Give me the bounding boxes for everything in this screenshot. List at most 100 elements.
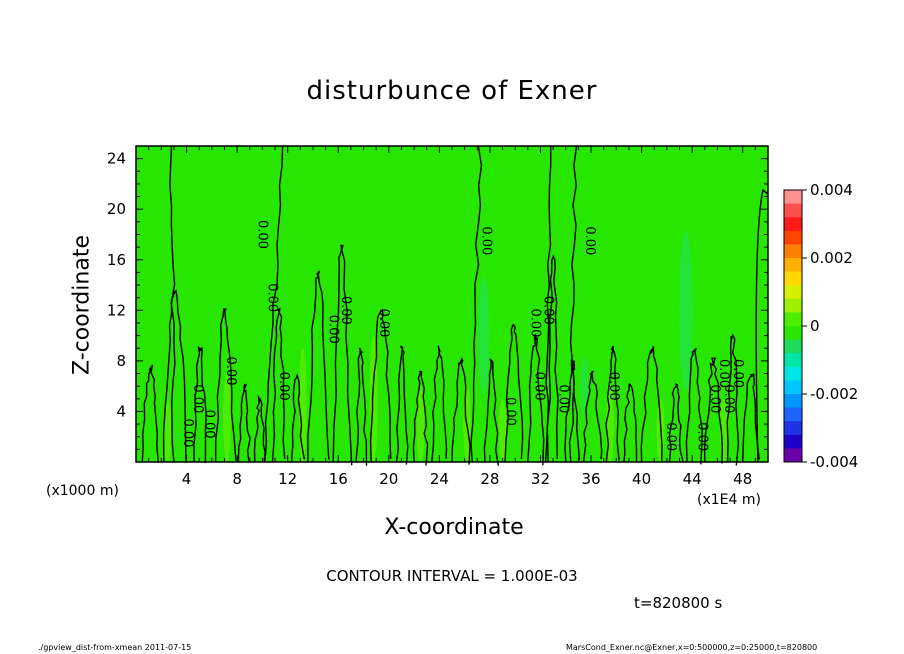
chart-title: disturbunce of Exner: [306, 76, 598, 106]
x-axis-label: X-coordinate: [384, 515, 524, 540]
colorbar-swatch: [784, 244, 802, 259]
contour-line: [605, 345, 620, 463]
contour-line: [307, 270, 330, 462]
y-tick-label: 16: [107, 251, 126, 269]
contour-line: [431, 345, 448, 463]
contour-label: 0.00: [180, 418, 195, 447]
colorbar-swatch: [784, 448, 802, 463]
contour-line: [483, 358, 500, 466]
contour-line: [395, 345, 409, 465]
contour-label: 0.00: [338, 296, 353, 325]
contour-layer: [141, 145, 769, 466]
contour-line: [703, 357, 724, 464]
field-streak: [416, 386, 425, 462]
x-tick-label: 12: [278, 470, 297, 488]
field-streak: [163, 398, 172, 462]
contour-label: 0.00: [540, 296, 555, 325]
contour-line: [169, 145, 176, 463]
contour-line: [504, 323, 524, 463]
contour-line: [640, 346, 663, 463]
field-layer: [136, 146, 768, 463]
colorbar-swatch: [784, 271, 802, 286]
colorbar-swatch: [784, 339, 802, 354]
contour-label: 0.00: [694, 422, 709, 451]
contour-label: 0.00: [325, 315, 340, 344]
field-streak: [223, 373, 232, 463]
contour-line: [568, 145, 578, 463]
y-tick-label: 12: [107, 301, 126, 319]
colorbar-swatch: [784, 326, 802, 341]
colorbar-swatch: [784, 421, 802, 436]
colorbar-swatch: [784, 298, 802, 313]
x-tick-label: 32: [531, 470, 550, 488]
contour-label-layer: 0.000.000.000.000.00 0.000.000.000.000.00…: [180, 220, 745, 451]
x-axis-multiplier: (x1E4 m): [697, 492, 761, 508]
colorbar-tick-label: 0.002: [810, 249, 853, 267]
contour-line: [623, 383, 638, 463]
contour-line: [544, 146, 552, 463]
colorbar-swatch: [784, 230, 802, 245]
field-streak: [298, 348, 307, 462]
contour-line: [412, 370, 429, 466]
colorbar-swatch: [784, 190, 802, 205]
x-tick-label: 28: [480, 470, 499, 488]
contour-label: 0.00: [582, 226, 597, 255]
contour-line: [527, 334, 545, 466]
contour-line: [290, 374, 305, 463]
colorbar-swatch: [784, 285, 802, 300]
contour-line: [253, 394, 266, 463]
contour-label: 0.00: [376, 308, 391, 337]
contour-label: 0.00: [265, 283, 280, 312]
contour-line: [582, 370, 603, 463]
colorbar-swatch: [784, 407, 802, 422]
y-tick-label: 4: [116, 402, 126, 420]
contour-line: [355, 347, 368, 466]
colorbar-swatch: [784, 217, 802, 232]
contour-label: 0.00: [502, 397, 517, 426]
field-negative-patch: [477, 275, 490, 396]
contour-label: 0.00: [190, 384, 205, 413]
colorbar-swatch: [784, 312, 802, 327]
colorbar-swatch: [784, 258, 802, 273]
colorbar-swatch: [784, 434, 802, 449]
colorbar: 0.004 0.002 0 -0.002 -0.004: [783, 181, 858, 471]
x-tick-label: 8: [232, 470, 242, 488]
contour-label: 0.00: [707, 384, 722, 413]
field-negative-patch: [580, 356, 589, 417]
contour-line: [264, 145, 284, 463]
colorbar-swatch: [784, 353, 802, 368]
x-tick-label: 44: [683, 470, 702, 488]
contour-label: 0.00: [223, 357, 238, 386]
contour-line: [470, 145, 483, 463]
contour-line: [214, 308, 237, 463]
contour-label: 0.00: [555, 384, 570, 413]
contour-line: [742, 373, 760, 463]
colorbar-tick-label: 0.004: [810, 181, 853, 199]
y-tick-label: 24: [107, 150, 126, 168]
x-tick-label: 4: [182, 470, 192, 488]
contour-line: [271, 307, 286, 463]
x-tick-label: 36: [581, 470, 600, 488]
time-label: t=820800 s: [634, 594, 723, 612]
contour-label: 0.00: [730, 359, 745, 388]
contour-label: 0.00: [255, 220, 270, 249]
contour-line: [546, 254, 559, 463]
contour-interval-label: CONTOUR INTERVAL = 1.000E-03: [326, 567, 578, 585]
colorbar-tick-label: -0.004: [810, 453, 858, 471]
x-tick-label: 24: [430, 470, 449, 488]
colorbar-tick-label: 0: [810, 317, 820, 335]
contour-line: [668, 382, 684, 463]
contour-label: 0.00: [716, 359, 731, 388]
contour-line: [332, 244, 353, 466]
contour-label: 0.00: [606, 372, 621, 401]
contour-line: [237, 383, 251, 463]
field-streak: [498, 398, 507, 462]
contour-line: [726, 333, 740, 466]
contour-label: 0.00: [478, 226, 493, 255]
colorbar-swatch: [784, 366, 802, 381]
contour-line: [755, 189, 769, 463]
x-tick-label: 20: [379, 470, 398, 488]
contour-line: [193, 345, 207, 464]
